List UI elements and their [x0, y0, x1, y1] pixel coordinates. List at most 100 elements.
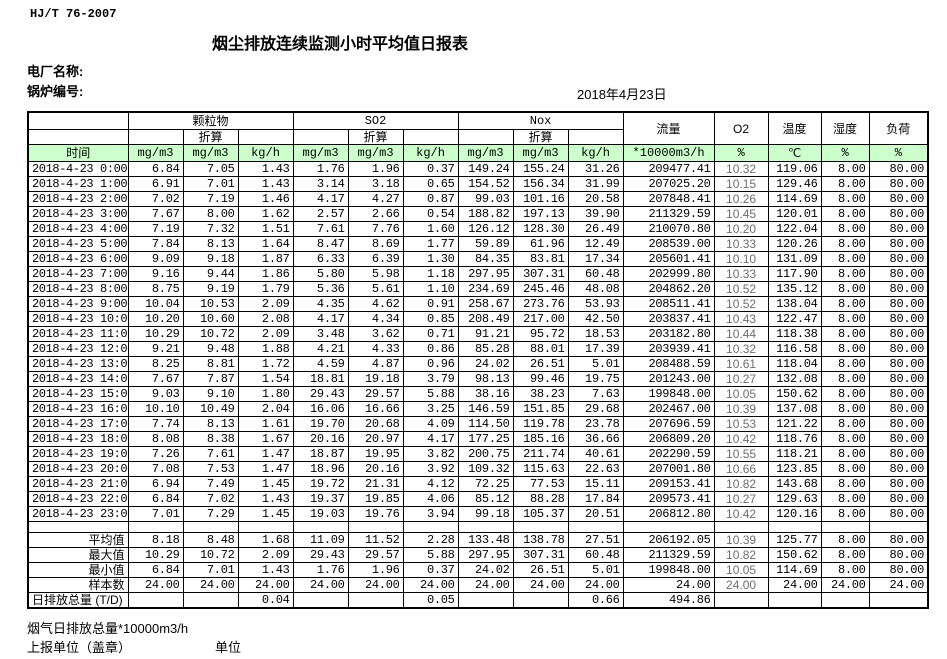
value-cell: 0.65	[402, 176, 459, 192]
value-cell: 18.53	[567, 326, 624, 342]
value-cell: 8.00	[820, 491, 870, 507]
value-cell: 20.16	[347, 461, 404, 477]
value-cell: 80.00	[868, 191, 929, 207]
value-cell: 4.21	[292, 341, 349, 357]
value-cell: 10.33	[713, 236, 769, 252]
value-cell: 118.04	[767, 356, 822, 372]
value-cell	[457, 592, 514, 609]
value-cell: 118.76	[767, 431, 822, 447]
value-cell: 206809.20	[622, 431, 715, 447]
value-cell: 80.00	[868, 221, 929, 237]
value-cell: 3.92	[402, 461, 459, 477]
value-cell: 83.81	[512, 251, 569, 267]
value-cell: 217.00	[512, 311, 569, 327]
value-cell: 10.32	[713, 161, 769, 177]
value-cell: 307.31	[512, 266, 569, 282]
value-cell: 24.00	[237, 577, 294, 593]
value-cell: 0.04	[237, 592, 294, 609]
value-cell: 119.78	[512, 416, 569, 432]
value-cell: 19.85	[347, 491, 404, 507]
summary-label: 最大值	[27, 547, 129, 563]
value-cell: 20.68	[347, 416, 404, 432]
value-cell: 125.77	[767, 532, 822, 548]
value-cell: 29.57	[347, 547, 404, 563]
value-cell: 19.95	[347, 446, 404, 462]
table-row: 平均值 8.18 8.48 1.68 11.09 11.52 2.28 133.48 138.7…	[27, 532, 929, 548]
value-cell: 9.03	[127, 386, 184, 402]
o2-header: O2	[713, 111, 769, 145]
unit-cell: %	[820, 144, 870, 162]
value-cell: 4.17	[402, 431, 459, 447]
unit-cell: ℃	[767, 144, 822, 162]
value-cell: 203939.41	[622, 341, 715, 357]
value-cell: 31.99	[567, 176, 624, 192]
value-cell: 3.25	[402, 401, 459, 417]
value-cell: 2.04	[237, 401, 294, 417]
value-cell	[347, 592, 404, 609]
value-cell: 1.47	[237, 461, 294, 477]
value-cell: 4.27	[347, 191, 404, 207]
value-cell: 258.67	[457, 296, 514, 312]
summary-label: 平均值	[27, 532, 129, 548]
value-cell: 1.43	[237, 491, 294, 507]
value-cell: 10.72	[182, 547, 239, 563]
value-cell: 3.14	[292, 176, 349, 192]
value-cell: 1.80	[237, 386, 294, 402]
value-cell: 9.48	[182, 341, 239, 357]
unit-cell: mg/m3	[182, 144, 239, 162]
value-cell: 19.03	[292, 506, 349, 522]
value-cell: 7.01	[127, 506, 184, 522]
unit-cell: *10000m3/h	[622, 144, 715, 162]
value-cell	[292, 521, 349, 533]
value-cell: 0.91	[402, 296, 459, 312]
blank-header-cell	[127, 129, 184, 145]
value-cell: 80.00	[868, 371, 929, 387]
value-cell: 8.00	[820, 401, 870, 417]
value-cell: 10.49	[182, 401, 239, 417]
value-cell: 132.08	[767, 371, 822, 387]
value-cell: 26.51	[512, 562, 569, 578]
value-cell: 114.69	[767, 562, 822, 578]
value-cell: 80.00	[868, 446, 929, 462]
value-cell: 0.66	[567, 592, 624, 609]
value-cell: 20.97	[347, 431, 404, 447]
value-cell	[567, 521, 624, 533]
value-cell: 24.00	[567, 577, 624, 593]
value-cell: 60.48	[567, 266, 624, 282]
converted-header-so2: 折算	[347, 129, 404, 145]
value-cell: 1.96	[347, 562, 404, 578]
value-cell: 8.69	[347, 236, 404, 252]
unit-cell: kg/h	[402, 144, 459, 162]
value-cell: 16.66	[347, 401, 404, 417]
value-cell: 202999.80	[622, 266, 715, 282]
blank-cell	[27, 521, 129, 533]
value-cell: 31.26	[567, 161, 624, 177]
value-cell: 24.00	[347, 577, 404, 593]
value-cell: 6.94	[127, 476, 184, 492]
time-cell: 2018-4-23 20:00	[27, 461, 129, 477]
value-cell: 7.67	[127, 206, 184, 222]
value-cell: 40.61	[567, 446, 624, 462]
table-row: 2018-4-23 22:00 6.84 7.02 1.43 19.37 19.85 4.0…	[27, 491, 929, 507]
time-cell: 2018-4-23 2:00	[27, 191, 129, 207]
value-cell	[292, 592, 349, 609]
value-cell: 207001.80	[622, 461, 715, 477]
header-row-converted: 折算 折算 折算	[27, 129, 928, 145]
value-cell: 24.00	[292, 577, 349, 593]
value-cell: 1.46	[237, 191, 294, 207]
value-cell: 4.06	[402, 491, 459, 507]
value-cell: 211329.59	[622, 547, 715, 563]
value-cell: 38.16	[457, 386, 514, 402]
table-row: 最小值 6.84 7.01 1.43 1.76 1.96 0.37 24.02 26.51 5.0…	[27, 562, 929, 578]
value-cell: 8.75	[127, 281, 184, 297]
time-cell: 2018-4-23 8:00	[27, 281, 129, 297]
value-cell: 7.02	[127, 191, 184, 207]
table-row: 最大值 10.29 10.72 2.09 29.43 29.57 5.88 297.95 307…	[27, 547, 929, 563]
value-cell: 10.42	[713, 506, 769, 522]
value-cell: 202467.00	[622, 401, 715, 417]
blank-header-cell	[402, 129, 459, 145]
value-cell: 10.20	[127, 311, 184, 327]
value-cell: 101.16	[512, 191, 569, 207]
value-cell: 0.37	[402, 161, 459, 177]
time-cell: 2018-4-23 4:00	[27, 221, 129, 237]
